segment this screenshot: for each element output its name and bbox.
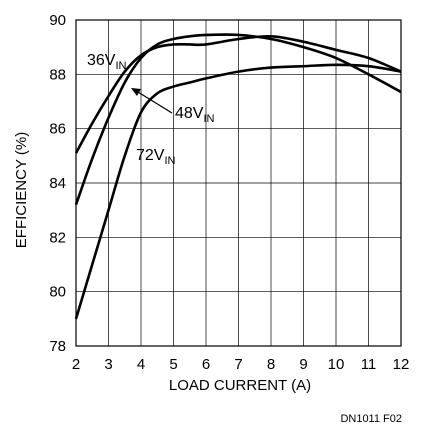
y-tick-labels: 78 80 82 84 86 88 90: [49, 12, 66, 355]
series-lines: [74, 33, 402, 320]
x-tick-label: 7: [234, 356, 242, 373]
y-tick-label: 88: [49, 66, 66, 83]
x-tick-label: 10: [328, 356, 345, 373]
series-label-48vin-main: 48V: [175, 105, 204, 122]
plot-frame: [75, 19, 402, 347]
series-label-36vin-sub: IN: [115, 60, 126, 72]
series-label-36vin-main: 36V: [87, 52, 116, 69]
series-line-36vin: [74, 34, 402, 154]
y-tick-label: 90: [49, 12, 66, 29]
series-label-72vin: 72VIN: [136, 147, 176, 167]
x-tick-label: 9: [299, 356, 307, 373]
x-tick-label: 8: [267, 356, 275, 373]
figure-id: DN1011 F02: [340, 413, 402, 425]
x-tick-label: 4: [137, 356, 145, 373]
y-tick-label: 84: [49, 175, 66, 192]
series-label-72vin-sub: IN: [164, 155, 175, 167]
series-label-36vin: 36VIN: [87, 52, 127, 72]
y-tick-label: 86: [49, 121, 66, 138]
series-label-72vin-main: 72V: [136, 147, 165, 164]
x-axis-title: LOAD CURRENT (A): [169, 377, 311, 394]
x-tick-label: 3: [104, 356, 112, 373]
y-tick-label: 78: [49, 338, 66, 355]
x-tick-labels: 2 3 4 5 6 7 8 9 10 11 12: [72, 356, 410, 373]
x-tick-label: 12: [393, 356, 410, 373]
series-line-48vin: [74, 33, 402, 206]
x-tick-label: 5: [169, 356, 177, 373]
series-line-72vin: [74, 63, 402, 320]
x-tick-label: 6: [202, 356, 210, 373]
y-tick-label: 80: [49, 284, 66, 301]
series-48vin-arrow: [131, 88, 173, 114]
y-tick-label: 82: [49, 229, 66, 246]
y-axis-title: EFFICIENCY (%): [13, 132, 30, 248]
x-tick-label: 2: [72, 356, 80, 373]
x-tick-label: 11: [361, 356, 377, 373]
series-label-48vin-sub: IN: [203, 113, 214, 125]
series-label-48vin: 48VIN: [175, 105, 215, 125]
